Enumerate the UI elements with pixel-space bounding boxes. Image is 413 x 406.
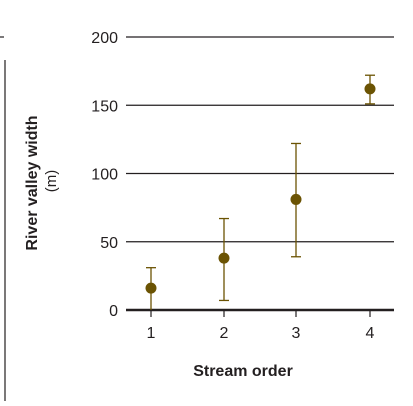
data-series xyxy=(145,74,376,310)
data-point-2 xyxy=(218,252,230,264)
y-tick-label-200: 200 xyxy=(91,30,118,47)
x-tick-label-1: 1 xyxy=(147,325,156,342)
x-tick-labels: 1 2 3 4 xyxy=(147,325,375,342)
data-point-1 xyxy=(145,282,157,294)
y-tick-labels: 0 50 100 150 200 xyxy=(91,30,118,320)
y-axis-title: River valley width xyxy=(24,115,41,250)
x-axis-title: Stream order xyxy=(193,363,293,380)
x-tick-label-4: 4 xyxy=(366,325,375,342)
x-tick-label-2: 2 xyxy=(220,325,229,342)
y-axis-unit: (m) xyxy=(43,170,60,193)
y-tick-label-0: 0 xyxy=(109,303,118,320)
data-point-3 xyxy=(290,193,302,205)
x-tick-label-3: 3 xyxy=(292,325,301,342)
data-point-4 xyxy=(364,83,376,95)
y-tick-label-150: 150 xyxy=(91,98,118,115)
x-axis xyxy=(126,308,394,317)
gridlines xyxy=(126,36,394,243)
y-tick-label-100: 100 xyxy=(91,167,118,184)
y-tick-label-50: 50 xyxy=(100,235,118,252)
